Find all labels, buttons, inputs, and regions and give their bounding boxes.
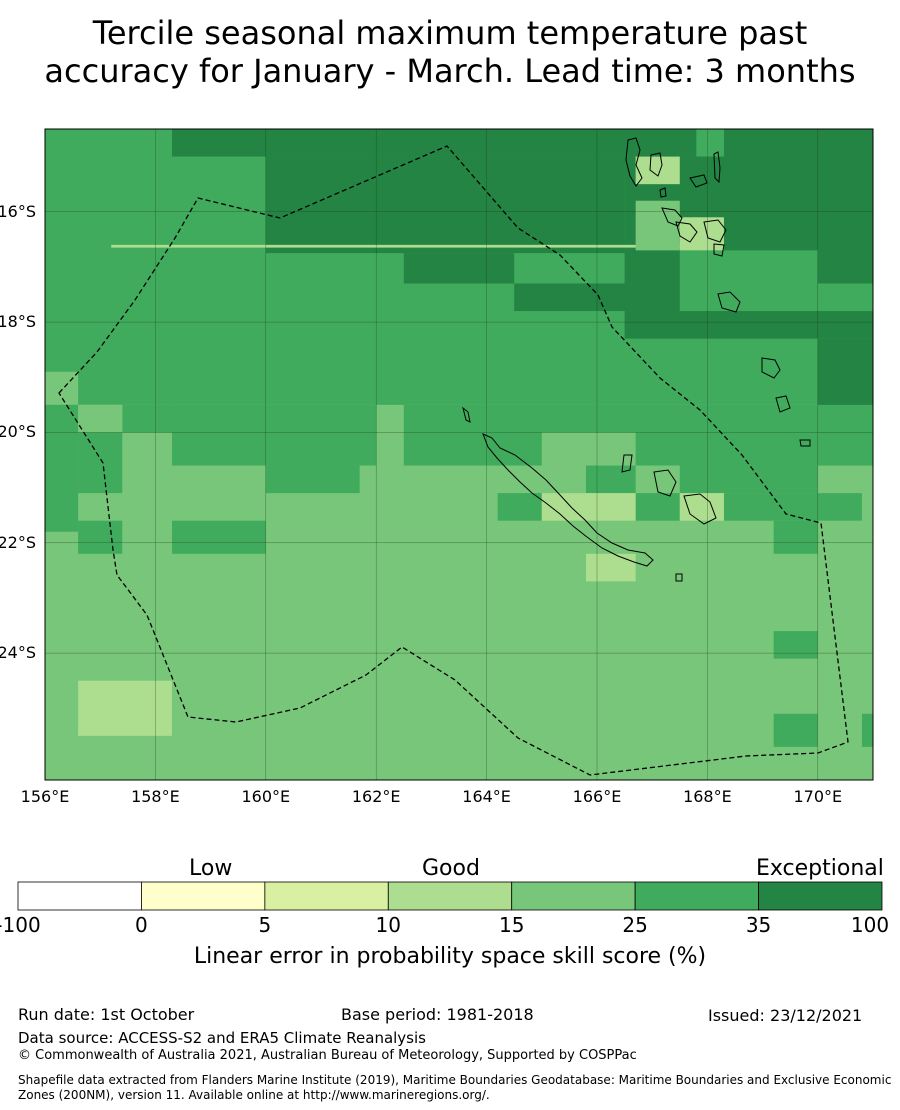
skill-region-24 bbox=[723, 493, 862, 521]
skill-region-1 bbox=[171, 129, 697, 157]
skill-region-27 bbox=[773, 520, 818, 554]
skill-region-33 bbox=[635, 156, 680, 185]
skill-region-31 bbox=[111, 244, 680, 248]
new-caledonia-island bbox=[482, 433, 654, 567]
longitude-label: 158°E bbox=[131, 787, 180, 806]
run-date: Run date: 1st October bbox=[18, 1005, 195, 1024]
map-frame bbox=[44, 128, 874, 781]
longitude-label: 170°E bbox=[793, 787, 843, 806]
colorbar-tick-label: 100 bbox=[850, 913, 890, 937]
skill-region-37 bbox=[585, 553, 636, 582]
category-low: Low bbox=[189, 856, 233, 881]
longitude-label: 160°E bbox=[241, 787, 291, 806]
skill-region-12 bbox=[45, 404, 79, 532]
skill-region-21 bbox=[679, 465, 818, 494]
colorbar-tick-label: 5 bbox=[258, 913, 272, 937]
colorbar-bin bbox=[141, 881, 266, 911]
copyright: © Commonwealth of Australia 2021, Austra… bbox=[18, 1048, 637, 1063]
skill-region-15 bbox=[171, 404, 377, 466]
latitude-label: 24°S bbox=[0, 643, 36, 663]
skill-region-10 bbox=[45, 371, 79, 405]
longitude-label: 164°E bbox=[462, 787, 511, 806]
skill-region-32 bbox=[635, 200, 680, 251]
chart-title-line-2: accuracy for January - March. Lead time:… bbox=[44, 52, 856, 90]
skill-region-8 bbox=[679, 250, 818, 312]
skill-cells bbox=[45, 129, 873, 780]
issued-date: Issued: 23/12/2021 bbox=[708, 1006, 863, 1025]
eez-boundary bbox=[58, 145, 849, 776]
skill-region-29 bbox=[773, 713, 818, 747]
colorbar-bin bbox=[758, 881, 883, 911]
skill-region-16 bbox=[265, 465, 360, 494]
skill-region-20 bbox=[585, 465, 636, 494]
skill-region-18 bbox=[403, 432, 542, 466]
skill-region-14 bbox=[122, 404, 172, 433]
skill-region-19 bbox=[635, 432, 873, 466]
skill-region-34 bbox=[679, 217, 724, 251]
skill-region-9 bbox=[817, 283, 873, 312]
skill-region-26 bbox=[171, 520, 266, 554]
skill-region-17 bbox=[403, 404, 873, 433]
longitude-label: 166°E bbox=[572, 787, 622, 806]
latitude-label: 20°S bbox=[0, 422, 36, 442]
base-period: Base period: 1981-2018 bbox=[341, 1005, 534, 1024]
latitude-label: 22°S bbox=[0, 532, 36, 552]
skill-region-35 bbox=[541, 493, 636, 521]
longitude-label: 162°E bbox=[351, 787, 401, 806]
colorbar-bin bbox=[511, 881, 636, 911]
skill-region-13 bbox=[78, 432, 123, 494]
data-source: Data source: ACCESS-S2 and ERA5 Climate … bbox=[18, 1029, 426, 1047]
latitude-label: 18°S bbox=[0, 312, 36, 332]
latitude-label: 16°S bbox=[0, 201, 36, 221]
longitude-label: 168°E bbox=[683, 787, 732, 806]
colorbar-bin bbox=[387, 881, 513, 911]
longitude-label: 156°E bbox=[20, 787, 70, 806]
colorbar-bin bbox=[634, 881, 759, 911]
colorbar-bin bbox=[264, 881, 389, 911]
colorbar-tick-label: 35 bbox=[745, 913, 772, 937]
colorbar-tick-label: 15 bbox=[498, 913, 525, 937]
category-exceptional: Exceptional bbox=[756, 856, 884, 881]
colorbar-tick-label: 25 bbox=[622, 913, 648, 937]
colorbar-tick-label: 10 bbox=[375, 913, 401, 937]
skill-region-28 bbox=[773, 631, 818, 659]
colorbar bbox=[17, 881, 883, 911]
shapefile-credit: Shapefile data extracted from Flanders M… bbox=[18, 1073, 892, 1102]
skill-region-3 bbox=[403, 253, 515, 284]
skill-region-30 bbox=[861, 713, 873, 747]
colorbar-label: Linear error in probability space skill … bbox=[193, 944, 707, 969]
graticule bbox=[45, 129, 873, 780]
chart-title-line-1: Tercile seasonal maximum temperature pas… bbox=[92, 14, 808, 52]
skill-region-23 bbox=[635, 493, 680, 521]
skill-region-39 bbox=[78, 404, 123, 433]
colorbar-tick-label: 0 bbox=[135, 913, 148, 937]
skill-region-22 bbox=[497, 493, 542, 521]
island-outlines bbox=[462, 137, 811, 582]
skill-region-38 bbox=[78, 680, 172, 736]
skill-region-36 bbox=[679, 493, 724, 521]
colorbar-tick-label: -100 bbox=[0, 913, 41, 937]
chart-title: Tercile seasonal maximum temperature pas… bbox=[0, 14, 900, 90]
category-good: Good bbox=[422, 856, 480, 881]
skill-region-2 bbox=[265, 156, 625, 254]
skill-region-25 bbox=[78, 520, 123, 554]
colorbar-bin bbox=[17, 881, 142, 911]
